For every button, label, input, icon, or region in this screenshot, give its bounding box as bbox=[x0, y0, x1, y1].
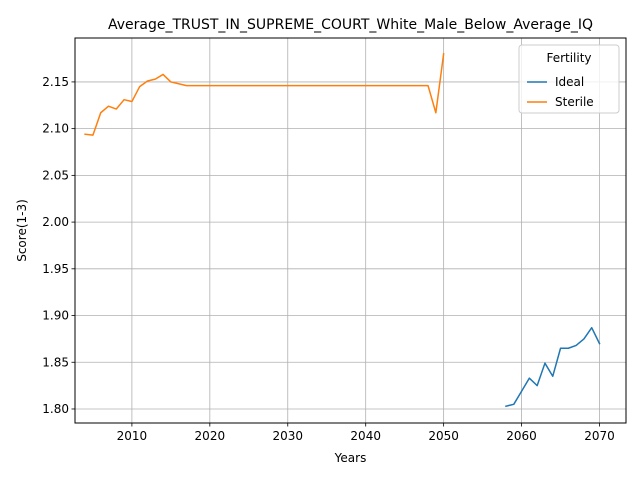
legend-label-ideal: Ideal bbox=[555, 75, 584, 89]
y-tick-label: 1.80 bbox=[42, 402, 69, 416]
x-axis-label: Years bbox=[334, 451, 367, 465]
x-tick-label: 2020 bbox=[195, 429, 226, 443]
x-tick-label: 2050 bbox=[428, 429, 459, 443]
series-layer bbox=[84, 53, 601, 408]
series-line-sterile bbox=[84, 53, 445, 136]
axis-ticks: 2010 2020 2030 2040 2050 2060 2070 1.80 1.85 1.90… bbox=[42, 75, 614, 443]
x-tick-label: 2040 bbox=[350, 429, 381, 443]
y-tick-label: 2.05 bbox=[42, 168, 69, 182]
y-tick-label: 1.85 bbox=[42, 355, 69, 369]
grid-lines bbox=[75, 38, 626, 423]
y-axis-label: Score(1-3) bbox=[15, 199, 29, 262]
series-line-ideal bbox=[505, 326, 601, 408]
y-tick-label: 2.15 bbox=[42, 75, 69, 89]
y-tick-label: 1.90 bbox=[42, 309, 69, 323]
x-tick-label: 2060 bbox=[506, 429, 537, 443]
y-tick-label: 1.95 bbox=[42, 262, 69, 276]
y-tick-label: 2.00 bbox=[42, 215, 69, 229]
plot-frame bbox=[74, 37, 627, 424]
y-tick-label: 2.10 bbox=[42, 122, 69, 136]
x-tick-label: 2010 bbox=[117, 429, 148, 443]
chart-title: Average_TRUST_IN_SUPREME_COURT_White_Mal… bbox=[108, 17, 593, 33]
legend-items: Ideal Sterile bbox=[527, 75, 594, 109]
x-tick-label: 2030 bbox=[272, 429, 303, 443]
legend-box bbox=[518, 44, 620, 114]
legend-title: Fertility bbox=[546, 51, 591, 65]
legend: Fertility Ideal Sterile bbox=[518, 44, 620, 114]
x-tick-label: 2070 bbox=[584, 429, 615, 443]
legend-label-sterile: Sterile bbox=[555, 95, 594, 109]
